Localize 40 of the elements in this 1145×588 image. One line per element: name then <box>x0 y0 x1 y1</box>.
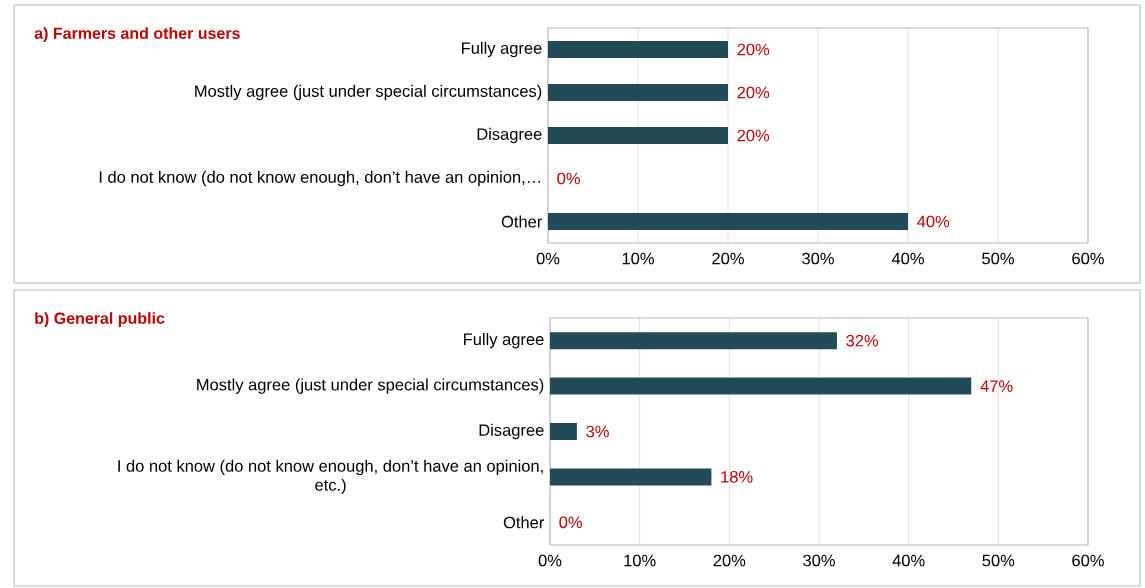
x-tick-label: 30% <box>803 554 835 567</box>
x-tick-label: 20% <box>713 554 746 567</box>
y-tick-label: I do not know (do not know enough, don’t have an opinion, etc.) <box>118 459 543 495</box>
y-tick-label: Fully agree <box>464 333 544 349</box>
y-tick-label: I do not know (do not know enough, don’t have an opinion,… <box>99 170 540 187</box>
x-tick-label: 30% <box>802 252 834 265</box>
x-tick-label: 0% <box>536 252 560 265</box>
x-tick-label: 20% <box>712 252 744 265</box>
x-tick-label: 50% <box>982 554 1015 567</box>
data-label: 20% <box>737 86 770 99</box>
data-label: 20% <box>737 43 770 56</box>
text: a) Farmers and other users <box>34 27 240 43</box>
data-label: 32% <box>846 334 879 347</box>
x-tick-label: 10% <box>624 554 656 567</box>
x-tick-label: 40% <box>891 252 924 265</box>
data-label: 18% <box>721 471 753 483</box>
text: b) General public <box>35 312 165 328</box>
data-label: 3% <box>586 425 609 438</box>
x-tick-label: 60% <box>1072 554 1104 567</box>
y-tick-label: Disagree <box>479 423 544 440</box>
y-tick-label: Other <box>503 516 545 529</box>
bar <box>550 332 837 350</box>
bar <box>550 422 577 440</box>
x-tick-label: 60% <box>1072 252 1104 265</box>
data-label: 0% <box>559 516 582 529</box>
x-tick-label: 50% <box>982 252 1014 265</box>
y-tick-label: Mostly agree (just under special circumstances) <box>195 84 542 101</box>
y-tick-label: Mostly agree (just under special circumstances) <box>197 378 544 394</box>
y-tick-label: Other <box>501 215 543 228</box>
y-tick-label: Disagree <box>477 127 542 144</box>
data-label: 20% <box>737 129 770 142</box>
data-label: 0% <box>557 172 580 185</box>
bar <box>550 377 972 395</box>
x-tick-label: 10% <box>622 252 654 265</box>
x-tick-label: 40% <box>892 554 925 567</box>
bar <box>550 468 712 486</box>
y-tick-label: Fully agree <box>462 41 542 58</box>
x-tick-label: 0% <box>538 554 562 567</box>
data-label: 47% <box>980 380 1013 392</box>
data-label: 40% <box>917 215 950 228</box>
